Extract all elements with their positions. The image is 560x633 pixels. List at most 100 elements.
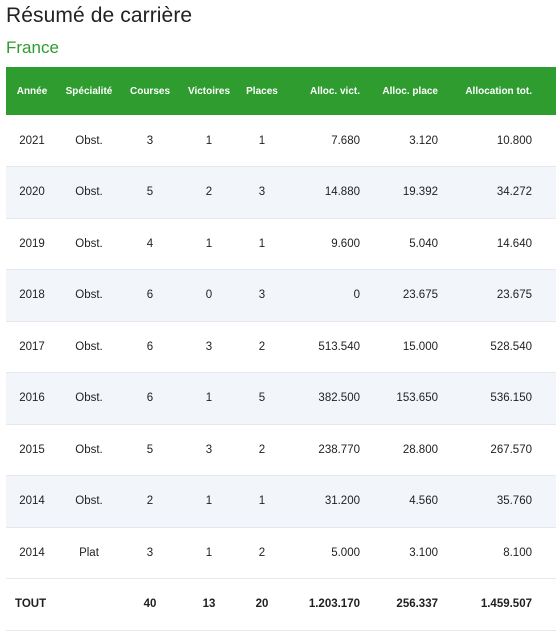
cell-win-prize: 238.770 xyxy=(318,443,360,456)
cell-year: 2021 xyxy=(19,134,45,147)
cell-places: 1 xyxy=(258,495,266,508)
cell-year: 2018 xyxy=(19,289,45,302)
cell-specialty: Plat xyxy=(79,546,99,559)
career-summary-table: Année Spécialité Courses Victoires Place… xyxy=(6,67,556,631)
total-year: TOUT xyxy=(15,598,47,611)
cell-year: 2019 xyxy=(19,237,45,250)
cell-specialty: Obst. xyxy=(75,340,103,353)
cell-total-prize: 23.675 xyxy=(496,289,532,302)
col-header-alloc-vict[interactable]: Alloc. vict. xyxy=(309,85,360,97)
table-row: 2020 Obst. 5 2 3 14.880 19.392 34.272 xyxy=(6,166,556,218)
cell-year: 2017 xyxy=(19,340,45,353)
cell-starts: 4 xyxy=(146,237,154,250)
cell-win-prize: 14.880 xyxy=(324,186,360,199)
cell-place-prize: 28.800 xyxy=(402,443,438,456)
table-header-row: Année Spécialité Courses Victoires Place… xyxy=(6,67,556,115)
cell-wins: 2 xyxy=(205,186,213,199)
cell-win-prize: 0 xyxy=(353,289,360,302)
page-title: Résumé de carrière xyxy=(6,4,193,27)
cell-year: 2015 xyxy=(19,443,45,456)
cell-specialty: Obst. xyxy=(75,289,103,302)
country-heading: France xyxy=(6,38,59,57)
cell-starts: 3 xyxy=(146,134,154,147)
cell-wins: 1 xyxy=(205,134,213,147)
col-header-specialite[interactable]: Spécialité xyxy=(65,85,113,97)
cell-place-prize: 4.560 xyxy=(409,495,438,508)
cell-place-prize: 19.392 xyxy=(402,186,438,199)
cell-year: 2016 xyxy=(19,392,45,405)
cell-specialty: Obst. xyxy=(75,134,103,147)
total-places: 20 xyxy=(255,598,269,611)
col-header-annee[interactable]: Année xyxy=(16,85,48,97)
total-starts: 40 xyxy=(143,598,157,611)
total-row: TOUT 40 13 20 1.203.170 256.337 1.459.507 xyxy=(6,578,556,631)
cell-places: 3 xyxy=(258,186,266,199)
table-row: 2014 Obst. 2 1 1 31.200 4.560 35.760 xyxy=(6,475,556,527)
cell-total-prize: 34.272 xyxy=(496,186,532,199)
cell-wins: 3 xyxy=(205,340,213,353)
cell-place-prize: 5.040 xyxy=(409,237,438,250)
cell-wins: 1 xyxy=(205,237,213,250)
table-row: 2017 Obst. 6 3 2 513.540 15.000 528.540 xyxy=(6,321,556,373)
cell-starts: 5 xyxy=(146,443,154,456)
cell-starts: 6 xyxy=(146,289,154,302)
cell-total-prize: 14.640 xyxy=(496,237,532,250)
cell-starts: 3 xyxy=(146,546,154,559)
cell-place-prize: 23.675 xyxy=(402,289,438,302)
total-place-prize: 256.337 xyxy=(396,598,438,611)
cell-total-prize: 35.760 xyxy=(496,495,532,508)
table-body: 2021 Obst. 3 1 1 7.680 3.120 10.800 2020 Obst. 5 2 3… xyxy=(6,115,556,630)
cell-wins: 1 xyxy=(205,392,213,405)
cell-specialty: Obst. xyxy=(75,443,103,456)
cell-total-prize: 267.570 xyxy=(490,443,532,456)
total-win-prize: 1.203.170 xyxy=(308,598,360,611)
cell-starts: 5 xyxy=(146,186,154,199)
cell-wins: 1 xyxy=(205,495,213,508)
cell-places: 2 xyxy=(258,546,266,559)
table-row: 2014 Plat 3 1 2 5.000 3.100 8.100 xyxy=(6,527,556,579)
cell-total-prize: 528.540 xyxy=(490,340,532,353)
total-total-prize: 1.459.507 xyxy=(480,598,532,611)
cell-total-prize: 10.800 xyxy=(496,134,532,147)
cell-wins: 0 xyxy=(205,289,213,302)
cell-win-prize: 5.000 xyxy=(331,546,360,559)
col-header-courses[interactable]: Courses xyxy=(129,85,170,97)
cell-win-prize: 7.680 xyxy=(331,134,360,147)
cell-starts: 2 xyxy=(146,495,154,508)
cell-specialty: Obst. xyxy=(75,186,103,199)
cell-places: 2 xyxy=(258,340,266,353)
total-specialty xyxy=(58,579,120,631)
table-row: 2021 Obst. 3 1 1 7.680 3.120 10.800 xyxy=(6,115,556,167)
cell-place-prize: 3.120 xyxy=(409,134,438,147)
cell-place-prize: 153.650 xyxy=(396,392,438,405)
total-wins: 13 xyxy=(202,598,216,611)
table-row: 2019 Obst. 4 1 1 9.600 5.040 14.640 xyxy=(6,218,556,270)
cell-places: 2 xyxy=(258,443,266,456)
cell-specialty: Obst. xyxy=(75,495,103,508)
cell-starts: 6 xyxy=(146,340,154,353)
col-header-allocation-tot[interactable]: Allocation tot. xyxy=(465,85,532,97)
table-row: 2015 Obst. 5 3 2 238.770 28.800 267.570 xyxy=(6,424,556,476)
cell-place-prize: 15.000 xyxy=(402,340,438,353)
cell-places: 3 xyxy=(258,289,266,302)
cell-win-prize: 513.540 xyxy=(318,340,360,353)
cell-win-prize: 9.600 xyxy=(331,237,360,250)
table-row: 2018 Obst. 6 0 3 0 23.675 23.675 xyxy=(6,269,556,321)
cell-places: 5 xyxy=(258,392,266,405)
cell-place-prize: 3.100 xyxy=(409,546,438,559)
cell-places: 1 xyxy=(258,134,266,147)
col-header-places[interactable]: Places xyxy=(246,85,278,97)
cell-win-prize: 382.500 xyxy=(318,392,360,405)
cell-total-prize: 8.100 xyxy=(503,546,532,559)
cell-total-prize: 536.150 xyxy=(490,392,532,405)
cell-year: 2020 xyxy=(19,186,45,199)
cell-year: 2014 xyxy=(19,495,45,508)
cell-wins: 1 xyxy=(205,546,213,559)
cell-places: 1 xyxy=(258,237,266,250)
table-row: 2016 Obst. 6 1 5 382.500 153.650 536.150 xyxy=(6,372,556,424)
cell-starts: 6 xyxy=(146,392,154,405)
cell-wins: 3 xyxy=(205,443,213,456)
col-header-alloc-place[interactable]: Alloc. place xyxy=(382,85,438,97)
col-header-victoires[interactable]: Victoires xyxy=(187,85,231,97)
cell-specialty: Obst. xyxy=(75,237,103,250)
